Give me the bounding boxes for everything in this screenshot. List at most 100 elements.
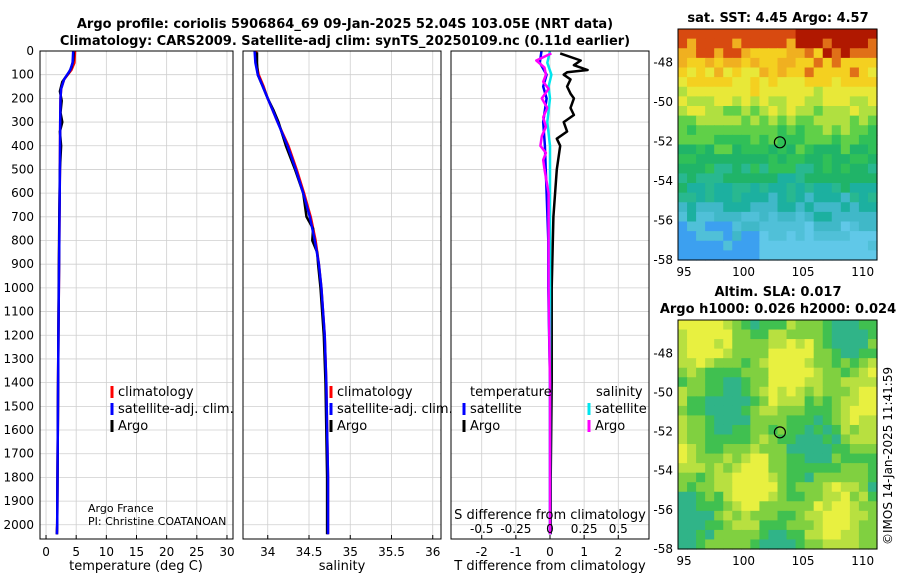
map-cell (813, 424, 824, 436)
map-cell (849, 38, 860, 49)
map-cell (723, 240, 733, 251)
map-cell (813, 183, 824, 194)
map-cell (849, 192, 860, 203)
map-cell (723, 320, 733, 331)
depth-tick-label: 300 (11, 115, 34, 129)
map-lat-tick: -58 (653, 542, 673, 556)
map-cell (768, 57, 779, 69)
depth-tick-label: 900 (11, 257, 34, 271)
map-cell (795, 192, 806, 203)
map-cell (795, 38, 806, 49)
map-cell (813, 38, 824, 49)
map-cell (831, 453, 842, 464)
map-cell (723, 510, 733, 521)
map-cell (840, 163, 851, 174)
map-cell (768, 106, 779, 117)
map-cell (714, 96, 724, 107)
map-cell (804, 463, 815, 474)
map-cell (795, 231, 806, 242)
map-cell (813, 482, 824, 493)
map-cell (867, 405, 878, 417)
map-cell (759, 339, 770, 350)
map-cell (849, 482, 860, 493)
map-cell (840, 396, 851, 407)
salinity-legend: climatology satellite-adj. clim. Argo (329, 385, 453, 434)
map-cell (741, 211, 751, 223)
map-cell (678, 424, 688, 436)
map-cell (705, 192, 715, 203)
map-cell (678, 367, 688, 378)
map-cell (804, 339, 815, 350)
map-cell (858, 453, 869, 464)
map-cell (822, 386, 833, 397)
salinity-panel: 34 34.5 35 35.5 36 salinity climatology sate… (242, 50, 453, 574)
map-cell (741, 396, 751, 407)
sst-map-panel: sat. SST: 4.45 Argo: 4.57 95 100 105 110 -48… (653, 11, 878, 279)
map-cell (804, 396, 815, 407)
map-cell (687, 424, 697, 436)
map-cell (687, 339, 697, 350)
map-cell (867, 424, 878, 436)
map-cell (714, 77, 724, 88)
map-cell (768, 434, 779, 445)
map-cell (714, 367, 724, 378)
map-cell (678, 77, 688, 88)
map-cell (687, 163, 697, 174)
map-cell (678, 529, 688, 541)
map-cell (795, 29, 806, 40)
legend-argo-label: Argo (118, 419, 148, 434)
imos-watermark: ©IMOS 14-Jan-2025 11:41:59 (881, 367, 895, 545)
map-cell (705, 529, 715, 541)
map-cell (732, 386, 742, 397)
map-cell (849, 29, 860, 40)
map-cell (705, 329, 715, 340)
map-cell (687, 434, 697, 445)
map-cell (786, 329, 797, 340)
map-cell (732, 96, 742, 107)
x-tick-label: -1 (510, 545, 522, 559)
map-cell (867, 250, 878, 261)
map-cell (786, 339, 797, 350)
map-cell (804, 529, 815, 541)
map-cell (768, 154, 779, 165)
map-cell (858, 173, 869, 184)
map-cell (741, 163, 751, 174)
map-cell (813, 202, 824, 213)
map-cell (768, 405, 779, 417)
map-cell (759, 154, 770, 165)
map-cell (741, 482, 751, 493)
map-cell (678, 96, 688, 107)
map-cell (759, 396, 770, 407)
map-lon-tick: 105 (792, 554, 815, 568)
map-cell (822, 434, 833, 445)
map-cell (849, 106, 860, 117)
map-cell (795, 86, 806, 97)
map-cell (777, 57, 788, 69)
map-cell (687, 529, 697, 541)
map-cell (723, 405, 733, 417)
map-cell (732, 396, 742, 407)
x-tick-label: 30 (219, 545, 234, 559)
map-cell (723, 329, 733, 340)
map-cell (750, 358, 761, 369)
map-cell (822, 29, 833, 40)
map-cell (795, 320, 806, 331)
legend-climatology-label: climatology (118, 385, 194, 400)
map-cell (840, 491, 851, 502)
map-cell (822, 96, 833, 107)
map-cell (705, 320, 715, 331)
map-cell (741, 405, 751, 417)
map-cell (768, 250, 779, 261)
map-cell (858, 463, 869, 474)
map-cell (750, 163, 761, 174)
map-cell (723, 221, 733, 232)
map-cell (795, 250, 806, 261)
map-cell (858, 29, 869, 40)
map-cell (822, 86, 833, 97)
map-cell (867, 38, 878, 49)
map-cell (750, 415, 761, 426)
map-cell (723, 29, 733, 40)
map-cell (786, 144, 797, 155)
map-cell (786, 377, 797, 388)
map-cell (714, 67, 724, 78)
